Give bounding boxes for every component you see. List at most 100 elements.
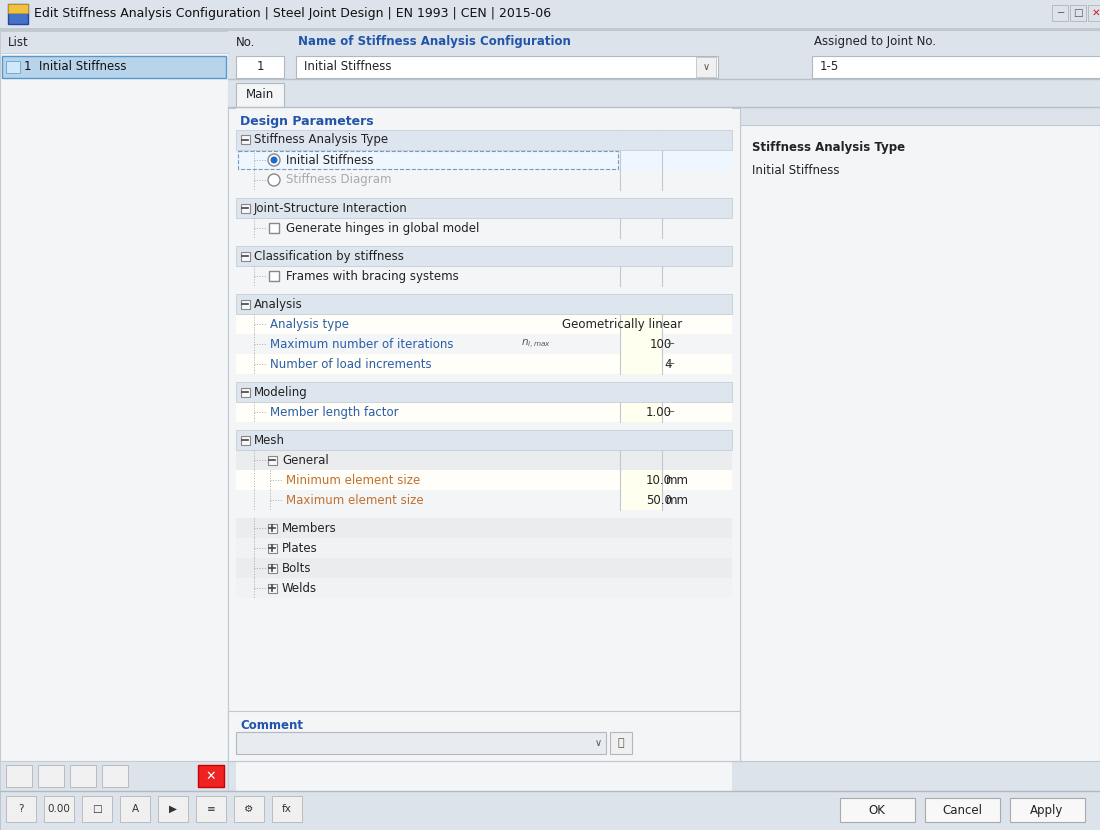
Text: Name of Stiffness Analysis Configuration: Name of Stiffness Analysis Configuration bbox=[298, 36, 571, 48]
Bar bbox=[70, 765, 96, 787]
Text: 50.0: 50.0 bbox=[646, 494, 672, 506]
Text: 10.0: 10.0 bbox=[646, 473, 672, 486]
Text: OK: OK bbox=[869, 803, 886, 817]
Text: ∨: ∨ bbox=[703, 62, 710, 72]
Bar bbox=[1070, 5, 1086, 21]
Text: Maximum element size: Maximum element size bbox=[286, 494, 424, 506]
Text: Comment: Comment bbox=[240, 719, 303, 731]
Bar bbox=[8, 4, 28, 13]
Text: --: -- bbox=[666, 358, 674, 370]
Text: $n_{i,max}$: $n_{i,max}$ bbox=[521, 338, 551, 350]
Circle shape bbox=[268, 174, 280, 186]
Bar bbox=[267, 564, 276, 573]
Bar bbox=[228, 711, 740, 761]
Bar bbox=[241, 436, 250, 445]
Text: Geometrically linear: Geometrically linear bbox=[562, 318, 682, 330]
Bar bbox=[236, 198, 732, 218]
Bar bbox=[296, 31, 806, 53]
Bar bbox=[296, 56, 718, 78]
Text: List: List bbox=[8, 36, 29, 48]
Bar bbox=[267, 456, 276, 465]
Bar bbox=[236, 354, 732, 374]
Text: Initial Stiffness: Initial Stiffness bbox=[304, 61, 392, 74]
Text: No.: No. bbox=[236, 36, 255, 48]
Text: ?: ? bbox=[19, 804, 24, 814]
Bar bbox=[236, 558, 732, 578]
Text: Welds: Welds bbox=[282, 582, 317, 594]
Text: 100: 100 bbox=[650, 338, 672, 350]
Bar bbox=[620, 314, 662, 334]
Bar bbox=[696, 57, 716, 77]
Bar bbox=[8, 4, 28, 24]
Text: Stiffness Analysis Type: Stiffness Analysis Type bbox=[254, 134, 388, 147]
Bar bbox=[6, 765, 32, 787]
Text: ⧉: ⧉ bbox=[618, 738, 625, 748]
Bar bbox=[270, 271, 279, 281]
Bar bbox=[241, 203, 250, 212]
Text: Generate hinges in global model: Generate hinges in global model bbox=[286, 222, 480, 235]
Text: Initial Stiffness: Initial Stiffness bbox=[286, 154, 374, 167]
Bar bbox=[620, 402, 662, 422]
Bar bbox=[620, 470, 662, 490]
Bar bbox=[0, 28, 1100, 31]
Text: Classification by stiffness: Classification by stiffness bbox=[254, 250, 404, 262]
Bar bbox=[236, 238, 732, 246]
Bar bbox=[198, 765, 224, 787]
Bar bbox=[234, 796, 264, 822]
Text: Member length factor: Member length factor bbox=[270, 406, 398, 418]
Text: 0.00: 0.00 bbox=[47, 804, 70, 814]
Text: mm: mm bbox=[666, 494, 689, 506]
Text: 1.00: 1.00 bbox=[646, 406, 672, 418]
Bar bbox=[272, 796, 302, 822]
Bar bbox=[236, 422, 732, 430]
Bar bbox=[236, 266, 732, 286]
Bar bbox=[228, 31, 1100, 125]
Bar bbox=[236, 450, 732, 470]
Bar bbox=[241, 388, 250, 397]
Bar bbox=[0, 31, 228, 761]
Bar bbox=[236, 218, 732, 238]
Bar bbox=[236, 190, 732, 198]
Text: mm: mm bbox=[666, 473, 689, 486]
Text: ✕: ✕ bbox=[1091, 8, 1100, 18]
Bar bbox=[228, 31, 293, 53]
Bar bbox=[102, 765, 128, 787]
Bar bbox=[0, 791, 1100, 830]
Bar bbox=[236, 286, 732, 294]
Text: ≡: ≡ bbox=[207, 804, 216, 814]
Text: --: -- bbox=[666, 338, 674, 350]
Bar bbox=[196, 796, 225, 822]
Text: ∨: ∨ bbox=[594, 738, 602, 748]
Bar bbox=[2, 56, 225, 78]
Bar bbox=[236, 538, 732, 558]
Bar bbox=[236, 430, 732, 450]
Text: 4: 4 bbox=[664, 358, 672, 370]
Bar bbox=[236, 490, 732, 510]
Bar bbox=[267, 583, 276, 593]
Text: fx: fx bbox=[282, 804, 292, 814]
Bar bbox=[236, 382, 732, 402]
Bar bbox=[236, 108, 732, 761]
Text: 1-5: 1-5 bbox=[820, 61, 839, 74]
Text: Apply: Apply bbox=[1031, 803, 1064, 817]
Bar bbox=[236, 598, 732, 830]
Text: ✕: ✕ bbox=[206, 769, 217, 783]
Bar bbox=[236, 150, 732, 170]
Text: Edit Stiffness Analysis Configuration | Steel Joint Design | EN 1993 | CEN | 201: Edit Stiffness Analysis Configuration | … bbox=[34, 7, 551, 21]
Bar bbox=[267, 524, 276, 533]
Bar bbox=[6, 61, 20, 73]
Bar bbox=[236, 170, 732, 190]
Bar bbox=[236, 56, 284, 78]
Text: Bolts: Bolts bbox=[282, 562, 311, 574]
Bar bbox=[0, 761, 228, 791]
Text: Initial Stiffness: Initial Stiffness bbox=[752, 164, 839, 177]
Bar bbox=[236, 510, 732, 518]
Bar bbox=[620, 490, 662, 510]
Bar bbox=[236, 732, 606, 754]
Bar bbox=[0, 0, 1100, 28]
Bar bbox=[267, 544, 276, 553]
Bar bbox=[620, 334, 662, 354]
Bar bbox=[610, 732, 632, 754]
Text: Maximum number of iterations: Maximum number of iterations bbox=[270, 338, 453, 350]
Bar bbox=[840, 798, 915, 822]
